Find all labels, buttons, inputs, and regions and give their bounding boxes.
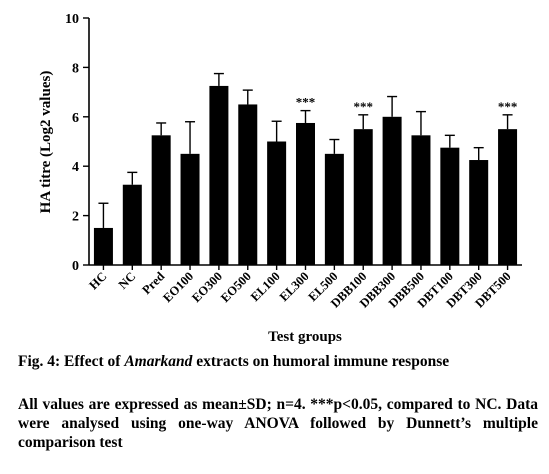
x-tick-label: EO500 — [218, 269, 254, 305]
y-tick-label: 10 — [65, 12, 79, 27]
bar — [209, 85, 229, 265]
y-tick-label: 2 — [72, 210, 79, 225]
significance-label: *** — [498, 99, 518, 114]
significance-label: *** — [353, 99, 373, 114]
bar — [324, 153, 344, 265]
bar — [353, 129, 373, 265]
bar — [267, 141, 287, 265]
caption-rest: extracts on humoral immune response — [192, 353, 450, 370]
y-tick-label: 0 — [72, 259, 79, 274]
y-tick-label: 4 — [72, 160, 79, 175]
y-tick-label: 8 — [72, 61, 79, 76]
y-axis-label: HA titre (Log2 values) — [38, 71, 54, 214]
caption-italic: Amarkand — [124, 353, 193, 370]
x-tick-label: EL100 — [248, 269, 283, 304]
x-tick-label: EO300 — [189, 269, 225, 305]
bar — [180, 153, 200, 265]
bar — [411, 135, 431, 265]
bar — [469, 160, 489, 265]
figure-caption: Fig. 4: Effect of Amarkand extracts on h… — [18, 352, 538, 371]
x-tick-label: EO100 — [160, 269, 196, 305]
significance-label: *** — [296, 95, 316, 110]
bar — [382, 116, 402, 265]
bar — [238, 104, 258, 265]
bar — [151, 135, 171, 265]
caption-notes: All values are expressed as mean±SD; n=4… — [18, 396, 538, 451]
x-tick-label: HC — [86, 269, 109, 292]
bar — [296, 122, 315, 265]
y-tick-label: 6 — [72, 111, 79, 126]
bar — [122, 184, 142, 265]
x-axis-label: Test groups — [268, 329, 342, 345]
x-tick-label: EL300 — [277, 269, 312, 304]
bar — [440, 147, 460, 265]
bar — [93, 227, 113, 265]
bar — [498, 129, 518, 265]
x-tick-label: NC — [116, 269, 139, 292]
caption-label: Fig. 4: Effect of — [18, 353, 125, 370]
chart-bars — [93, 72, 518, 265]
